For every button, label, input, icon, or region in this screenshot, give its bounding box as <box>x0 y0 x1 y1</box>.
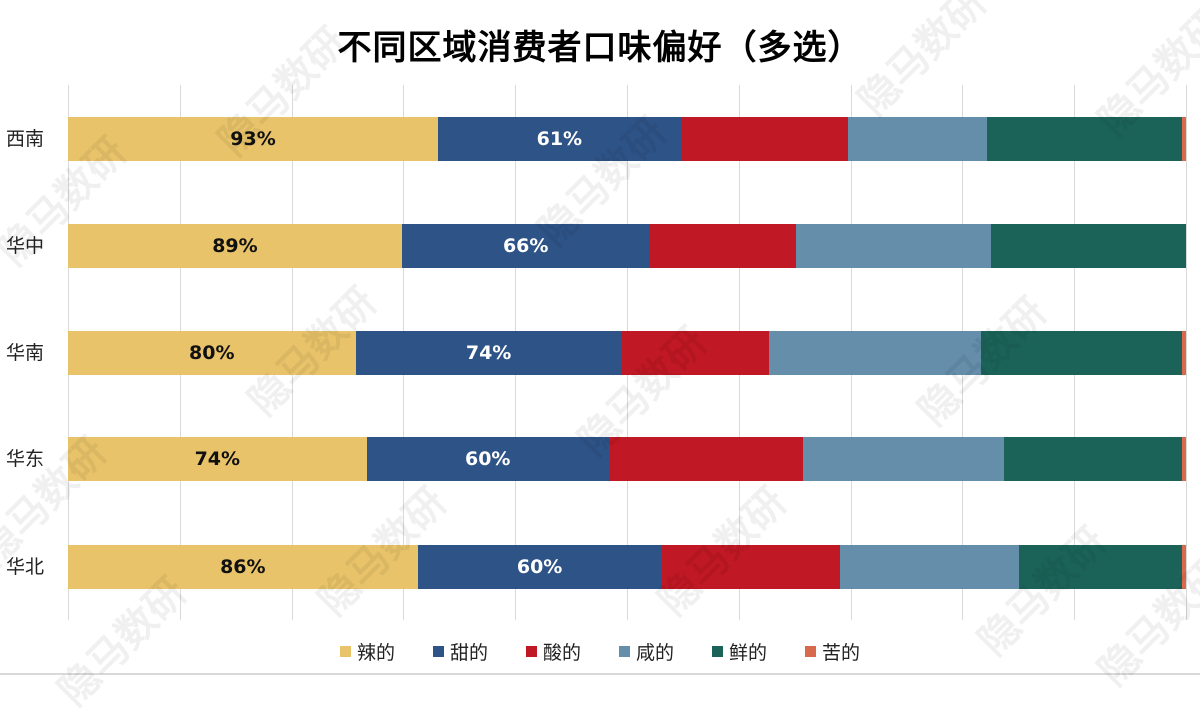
stacked-bar: 74% 60% <box>68 437 1186 481</box>
bar-segment <box>795 224 991 268</box>
legend-label: 酸的 <box>542 642 581 664</box>
legend-label: 辣的 <box>356 642 395 664</box>
bar-segment: 61% <box>438 117 681 161</box>
category-label: 华东 <box>6 448 45 470</box>
legend-swatch-icon <box>619 646 630 657</box>
bar-segment: 66% <box>401 224 650 268</box>
stacked-bar: 89% 66% <box>68 224 1186 268</box>
bar-segment: 74% <box>355 331 622 375</box>
legend-item: 酸的 <box>525 638 581 665</box>
stacked-bar: 86% 60% <box>68 545 1186 589</box>
stacked-bar: 80% 74% <box>68 331 1186 375</box>
legend-swatch-icon <box>525 646 537 657</box>
legend-swatch-icon <box>432 646 444 657</box>
category-label: 华南 <box>6 342 45 364</box>
legend-label: 苦的 <box>822 642 861 664</box>
legend-swatch-icon <box>339 646 351 657</box>
category-label: 华中 <box>6 235 45 257</box>
bar-segment <box>680 117 848 161</box>
bar-segment <box>987 117 1182 161</box>
bar-segment: 93% <box>68 117 438 161</box>
legend-label: 甜的 <box>449 642 488 664</box>
bar-segment <box>608 437 803 481</box>
legend-item: 甜的 <box>432 638 488 665</box>
bar-segment <box>661 545 841 589</box>
bar-segment: 60% <box>366 437 609 481</box>
bar-segment <box>847 117 988 161</box>
bottom-divider <box>0 673 1200 675</box>
bar-segment: 74% <box>68 437 367 481</box>
bar-segment <box>1181 117 1186 161</box>
bar-segment <box>768 331 982 375</box>
gridline <box>1186 85 1187 620</box>
legend-item: 鲜的 <box>712 638 767 665</box>
bar-segment: 86% <box>68 545 418 589</box>
bar-segment <box>1181 437 1186 481</box>
category-label: 西南 <box>6 128 45 150</box>
stacked-bar: 93% 61% <box>68 117 1186 161</box>
bar-segment <box>649 224 796 268</box>
bar-segment <box>1019 545 1182 589</box>
bar-segment: 80% <box>68 331 356 375</box>
legend-item: 辣的 <box>339 638 395 665</box>
bar-segment <box>1004 437 1182 481</box>
bar-segment <box>990 224 1186 268</box>
category-label: 华北 <box>6 556 45 578</box>
bar-segment <box>981 331 1183 375</box>
chart-title: 不同区域消费者口味偏好（多选） <box>337 28 863 68</box>
bar-segment <box>802 437 1005 481</box>
bar-segment: 89% <box>68 224 402 268</box>
bar-segment <box>1182 331 1186 375</box>
legend-item: 咸的 <box>619 638 674 665</box>
legend-label: 咸的 <box>636 642 675 664</box>
legend: 辣的 甜的 酸的 咸的 鲜的 苦的 <box>0 638 1200 665</box>
legend-label: 鲜的 <box>729 642 768 664</box>
bar-segment <box>621 331 769 375</box>
legend-item: 苦的 <box>805 638 860 665</box>
bar-segment <box>1181 545 1186 589</box>
legend-swatch-icon <box>712 646 724 657</box>
bar-segment <box>840 545 1020 589</box>
bar-segment: 60% <box>417 545 662 589</box>
legend-swatch-icon <box>805 646 817 657</box>
